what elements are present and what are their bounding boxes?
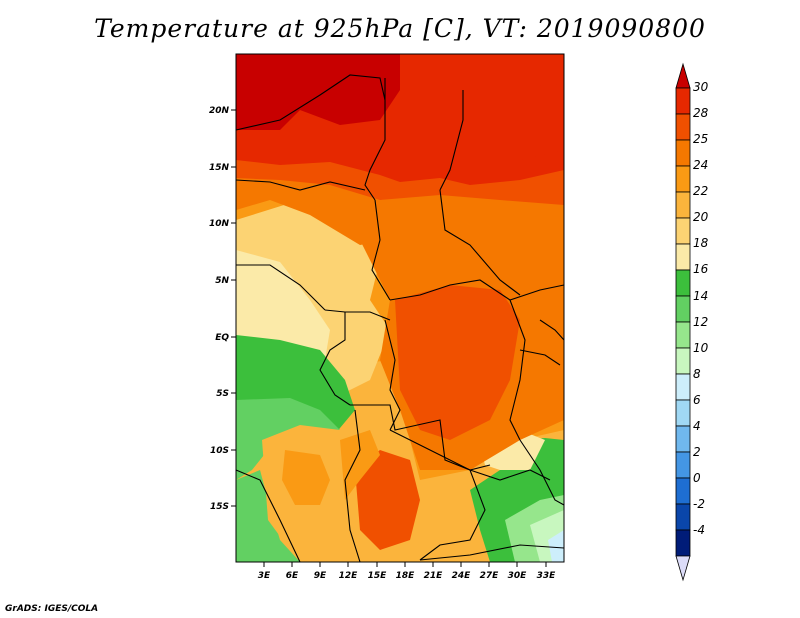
colorbar-label: -2 <box>693 497 705 511</box>
colorbar-label: 12 <box>693 315 708 329</box>
lon-tick-label: 9E <box>314 571 327 581</box>
lat-tick-label: 10S <box>210 446 229 456</box>
temp-zone-orange-angola <box>282 450 330 505</box>
colorbar-label: 8 <box>693 367 701 381</box>
colorbar-swatch <box>675 347 691 375</box>
colorbar-label: 4 <box>693 419 701 433</box>
temp-zone-orange-south-strip <box>340 430 380 500</box>
colorbar-swatch <box>675 425 691 453</box>
colorbar-swatch <box>675 399 691 427</box>
colorbar-swatch <box>675 217 691 245</box>
colorbar-label: 18 <box>693 236 709 250</box>
colorbar-label: 30 <box>693 80 709 94</box>
map-title: Temperature at 925hPa [C], VT: 201909080… <box>94 14 706 43</box>
temp-zone-redorange-congo <box>395 285 520 440</box>
colorbar-swatch <box>675 113 691 141</box>
lon-tick-label: 15E <box>368 571 388 581</box>
colorbar-swatch <box>675 139 691 167</box>
colorbar-label: 14 <box>693 289 708 303</box>
colorbar-swatch <box>675 529 691 557</box>
lon-tick-label: 3E <box>258 571 271 581</box>
map-frame <box>235 53 565 563</box>
lat-tick-label: 5S <box>216 389 229 399</box>
colorbar-swatch <box>675 165 691 193</box>
colorbar-swatch <box>675 373 691 401</box>
colorbar <box>675 62 691 582</box>
colorbar-label: 10 <box>693 341 709 355</box>
lon-tick-label: 30E <box>508 571 528 581</box>
country-borders <box>235 74 565 563</box>
latitude-axis: 20N 15N 10N 5N EQ 5S 10S 15S <box>209 106 236 512</box>
lon-tick-label: 33E <box>537 571 557 581</box>
longitude-axis: 3E 6E 9E 12E 15E 18E 21E 24E 27E 30E 33E <box>258 562 556 581</box>
colorbar-swatch <box>675 477 691 505</box>
temp-zone-darkred-sahara <box>236 54 400 130</box>
colorbar-swatch <box>675 295 691 323</box>
colorbar-label: 2 <box>693 445 701 459</box>
lat-tick-label: 15S <box>210 502 229 512</box>
temperature-field <box>236 54 564 562</box>
colorbar-swatch <box>675 87 691 115</box>
temp-zone-redorange-south <box>355 450 420 550</box>
colorbar-label: 25 <box>693 132 708 146</box>
colorbar-min-triangle <box>675 555 691 582</box>
lon-tick-label: 27E <box>480 571 500 581</box>
colorbar-swatch <box>675 269 691 297</box>
lon-tick-label: 21E <box>424 571 444 581</box>
lon-tick-label: 6E <box>286 571 299 581</box>
colorbar-swatch <box>675 243 691 271</box>
colorbar-max-triangle <box>675 62 691 89</box>
temp-zone-pale-west <box>236 250 330 360</box>
temp-zone-darkred-east <box>465 84 564 160</box>
colorbar-label: 28 <box>693 106 709 120</box>
lat-tick-label: 15N <box>209 163 230 173</box>
colorbar-swatch <box>675 191 691 219</box>
lon-tick-label: 18E <box>396 571 416 581</box>
colorbar-label: -4 <box>693 523 705 537</box>
grads-credit: GrADS: IGES/COLA <box>5 604 99 614</box>
colorbar-swatch <box>675 321 691 349</box>
temp-zone-green-light <box>236 398 340 480</box>
colorbar-label: 16 <box>693 262 709 276</box>
colorbar-label: 20 <box>693 210 709 224</box>
lon-tick-label: 12E <box>339 571 359 581</box>
colorbar-swatch <box>675 451 691 479</box>
lat-tick-label: 5N <box>215 276 229 286</box>
colorbar-label: 0 <box>693 471 701 485</box>
colorbar-label: 22 <box>693 184 708 198</box>
colorbar-label: 6 <box>693 393 701 407</box>
temp-zone-light-blue-southeast <box>548 530 564 562</box>
colorbar-swatch <box>675 503 691 531</box>
colorbar-label: 24 <box>693 158 708 172</box>
lat-tick-label: 20N <box>209 106 230 116</box>
lat-tick-label: 10N <box>209 219 230 229</box>
colorbar-labels: 30 28 25 24 22 20 18 16 14 12 10 8 6 4 2… <box>693 80 709 537</box>
lat-tick-label: EQ <box>215 333 229 343</box>
lon-tick-label: 24E <box>452 571 472 581</box>
